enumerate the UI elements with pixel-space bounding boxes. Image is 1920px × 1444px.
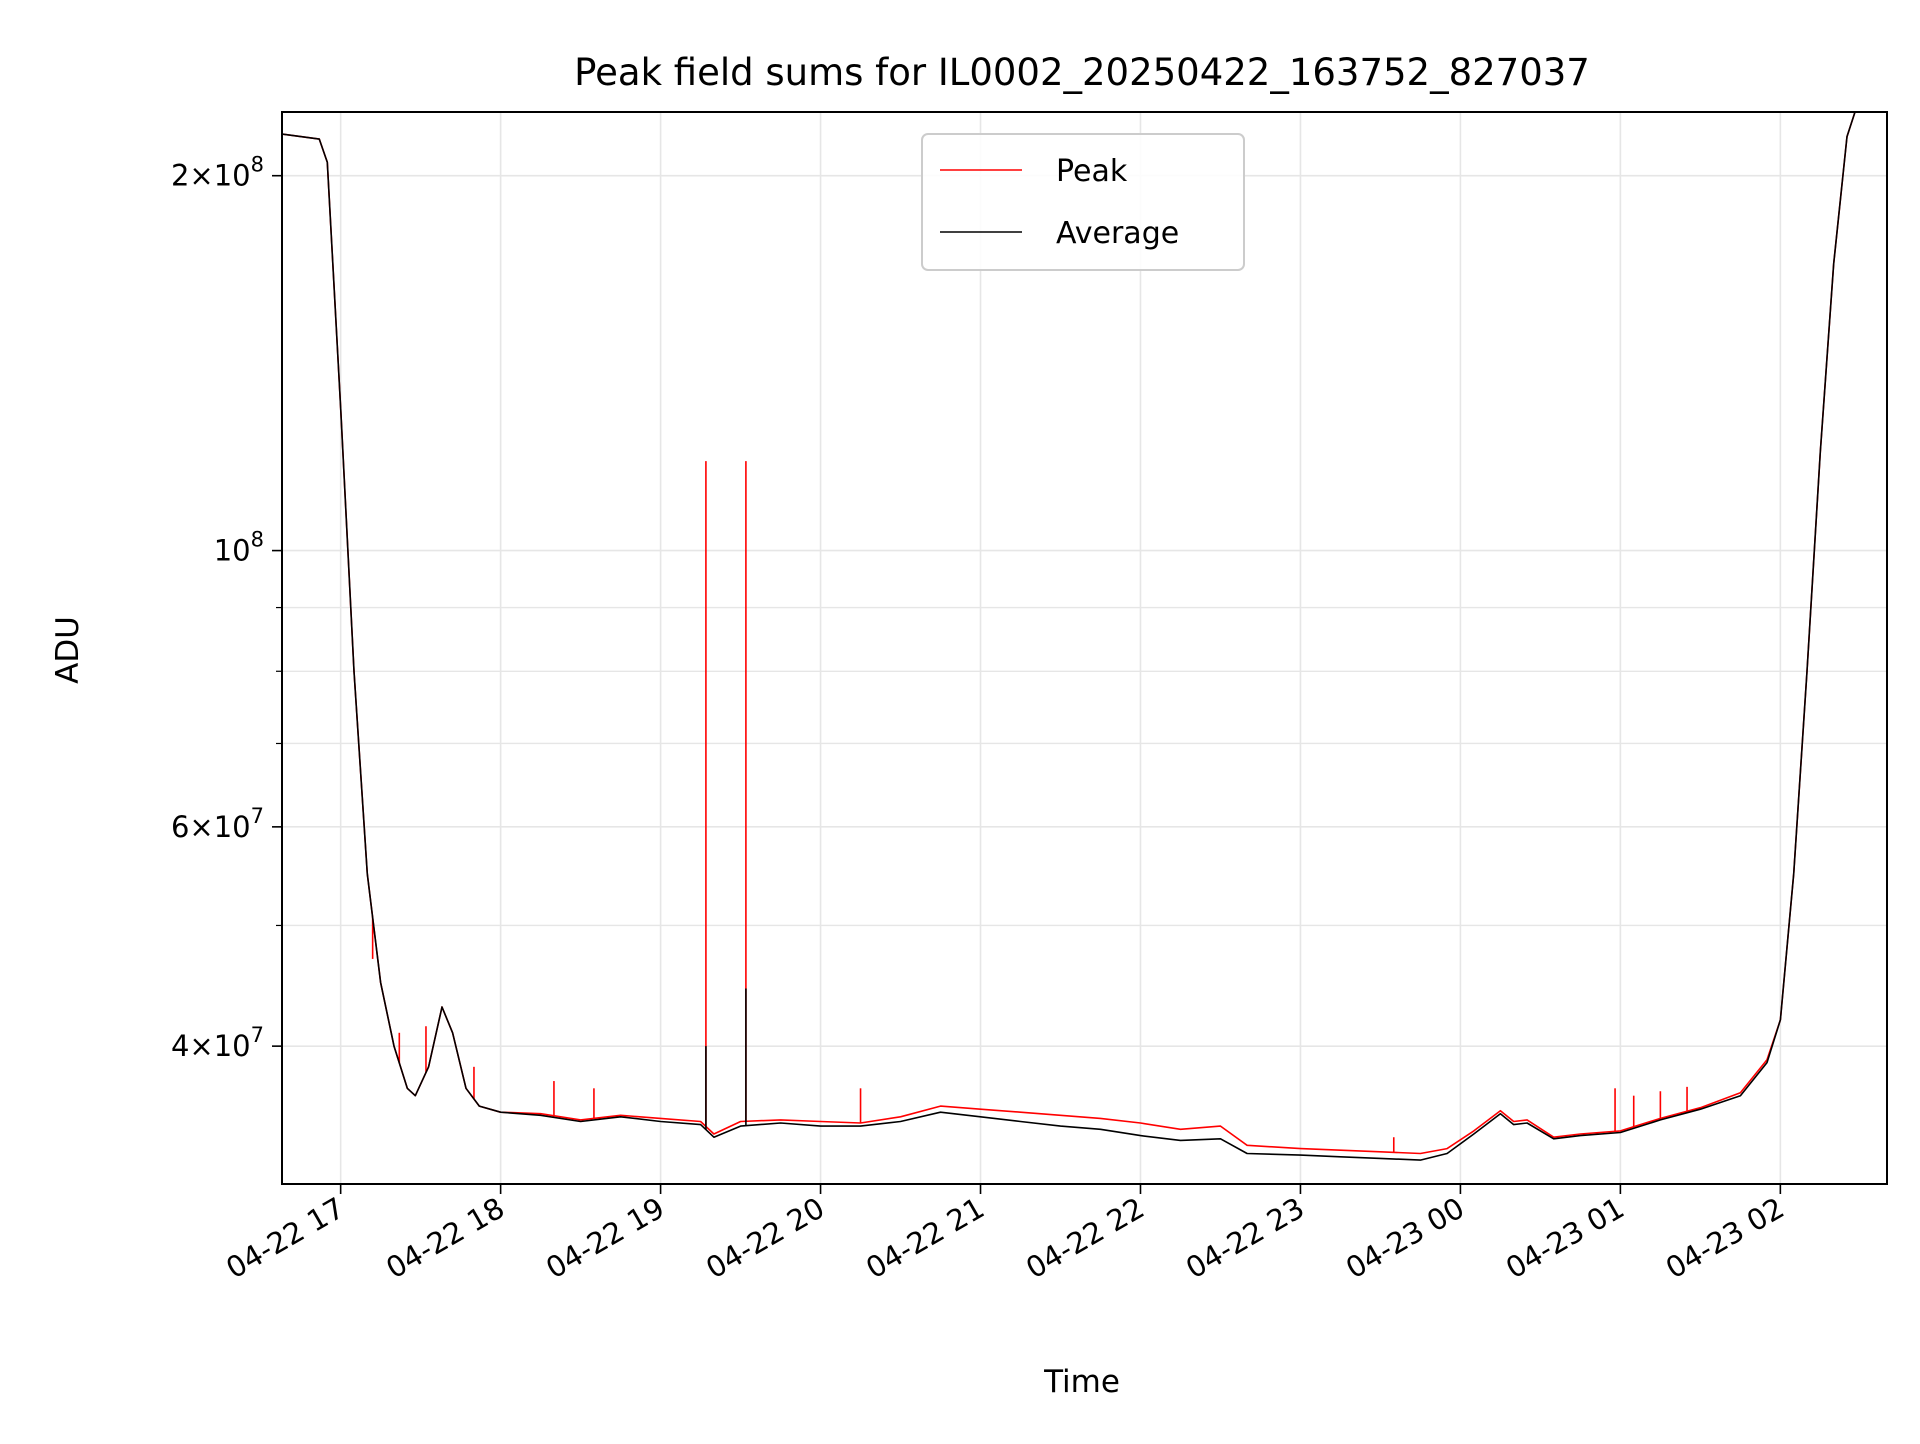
y-tick-label: 108 bbox=[214, 528, 264, 568]
chart-title: Peak field sums for IL0002_20250422_1637… bbox=[574, 51, 1590, 94]
legend: Peak Average bbox=[921, 133, 1245, 271]
y-axis-label: ADU bbox=[50, 616, 86, 684]
legend-label-peak: Peak bbox=[1056, 154, 1128, 189]
y-tick-label: 2×108 bbox=[171, 153, 264, 193]
y-axis: 2×108 108 6×107 4×107 bbox=[171, 153, 282, 1063]
series-line-average bbox=[282, 112, 1887, 1161]
plot-frame bbox=[281, 111, 1888, 1185]
series-layer bbox=[282, 112, 1887, 1161]
legend-label-average: Average bbox=[1056, 216, 1179, 251]
y-tick-label: 6×107 bbox=[171, 804, 264, 844]
legend-box bbox=[921, 133, 1245, 271]
y-tick-label: 4×107 bbox=[171, 1023, 264, 1063]
series-average bbox=[282, 112, 1887, 1161]
x-axis-label: Time bbox=[1043, 1364, 1120, 1400]
